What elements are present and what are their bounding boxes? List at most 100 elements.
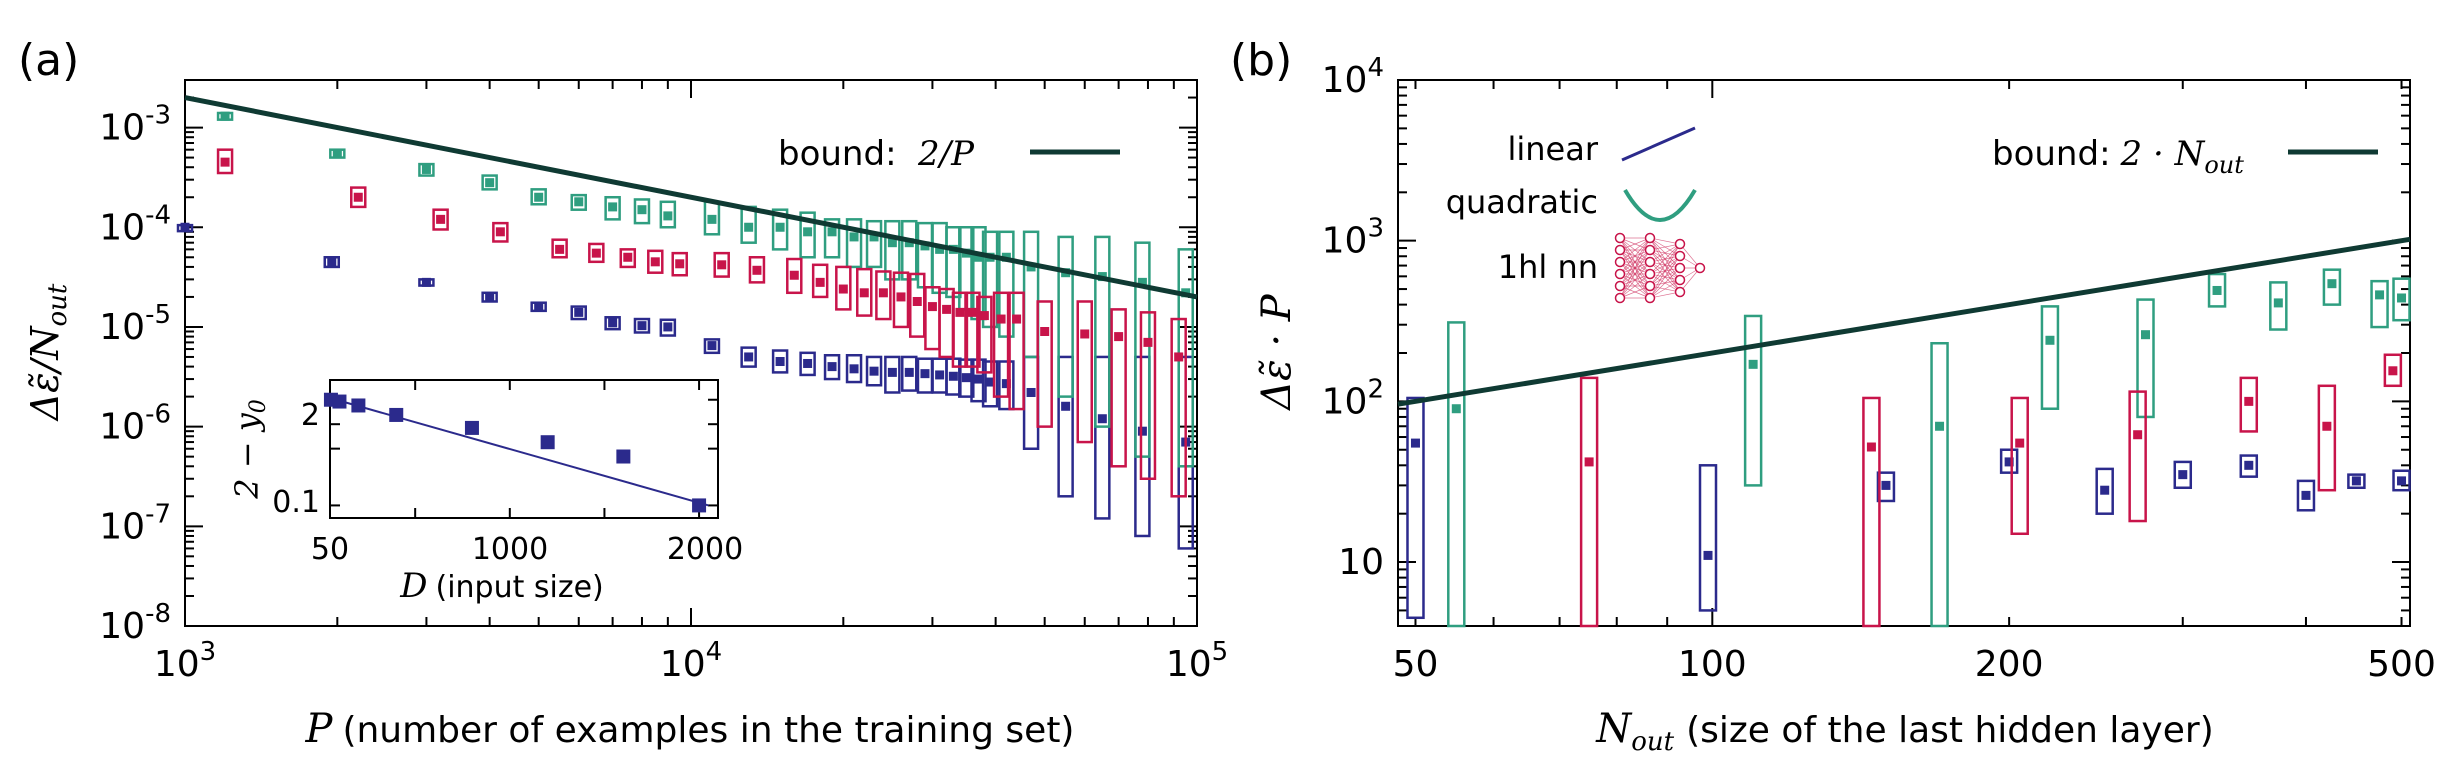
nn-point xyxy=(220,157,230,167)
panel-a: (a) 103 104 105 10-3 10-4 10-5 10-6 10-7 10-8 bo… xyxy=(18,35,1228,752)
linear-point xyxy=(1703,550,1713,560)
svg-text:Δε̃/Nout: Δε̃/Nout xyxy=(23,283,73,422)
nn-point xyxy=(1143,337,1153,347)
nn-point xyxy=(967,307,977,317)
linear-errorbox xyxy=(2239,454,2259,478)
quadratic-errorbox xyxy=(1930,341,1949,628)
quadratic-point xyxy=(1451,404,1461,414)
nn-edge xyxy=(1619,261,1651,299)
nn-errorbox xyxy=(1008,291,1025,411)
nn-point xyxy=(979,311,989,321)
quadratic-errorbox xyxy=(1743,314,1763,487)
nn-edge xyxy=(1649,255,1681,299)
inset-point xyxy=(540,435,555,450)
quadratic-point xyxy=(534,192,544,202)
linear-point xyxy=(2351,476,2361,486)
y-tick-label: 103 xyxy=(1322,214,1384,262)
inset-xtick-0: 50 xyxy=(311,532,349,567)
legend-nn-label: 1hl nn xyxy=(1498,248,1598,286)
quadratic-errorbox xyxy=(2370,279,2389,329)
linear-errorbox xyxy=(2095,467,2114,515)
panel-a-xlabel: P (number of examples in the training set… xyxy=(305,706,1075,752)
legend-linear-line xyxy=(1621,126,1696,162)
nn-errorbox xyxy=(786,257,803,295)
panel-a-bound-label: bound: xyxy=(778,134,897,174)
nn-point xyxy=(789,270,799,280)
quadratic-point xyxy=(2273,298,2283,308)
linear-errorbox xyxy=(884,355,901,394)
quadratic-point xyxy=(974,252,984,262)
quadratic-point xyxy=(2375,290,2385,300)
panel-b-bound-formula: 2 · N xyxy=(2120,134,2206,174)
quadratic-errorbox xyxy=(604,195,621,221)
linear-errorbox xyxy=(845,353,863,384)
panel-b-tag: (b) xyxy=(1230,35,1292,86)
nn-point xyxy=(1114,332,1124,342)
nn-point xyxy=(955,307,965,317)
inset-ytick-1: 0.1 xyxy=(272,485,320,520)
panel-b-bound-label: bound: xyxy=(1992,134,2111,174)
nn-edge xyxy=(1649,279,1681,299)
nn-edge xyxy=(1649,243,1681,275)
linear-errorbox xyxy=(901,355,918,392)
quadratic-point xyxy=(2397,293,2407,303)
linear-point xyxy=(2301,490,2311,500)
quadratic-point xyxy=(608,202,618,212)
linear-point xyxy=(827,362,837,372)
inset-ylabel-sub: 0 xyxy=(246,399,271,413)
panel-a-ylabel-sub: out xyxy=(43,283,73,326)
nn-edge xyxy=(1619,273,1651,299)
nn-errorbox xyxy=(350,186,367,209)
nn-errorbox xyxy=(492,221,509,243)
nn-point xyxy=(2015,438,2025,448)
nn-errorbox xyxy=(551,238,568,259)
quadratic-point xyxy=(663,211,673,221)
quadratic-point xyxy=(744,222,754,232)
nn-node xyxy=(1644,244,1656,256)
quadratic-point xyxy=(803,227,813,237)
svg-text:bound:2 · Nout: bound: 2 · Nout xyxy=(1992,134,2244,179)
nn-node xyxy=(1644,268,1656,280)
quadratic-point xyxy=(887,238,897,248)
quadratic-errorbox xyxy=(1094,235,1111,428)
linear-point xyxy=(869,366,879,376)
nn-point xyxy=(717,260,727,270)
y-tick-label: 102 xyxy=(1322,374,1384,422)
panel-a-bound-line xyxy=(184,95,1198,300)
quadratic-errorbox xyxy=(845,218,863,269)
nn-point xyxy=(591,248,601,258)
quadratic-errorbox xyxy=(530,188,547,206)
panel-b-ylabel: Δε̃ · P xyxy=(1254,293,1300,411)
panel-a-tag: (a) xyxy=(18,35,79,86)
nn-node xyxy=(1614,256,1626,268)
nn-point xyxy=(912,296,922,306)
nn-errorbox xyxy=(924,286,941,351)
quadratic-point xyxy=(2212,285,2222,295)
nn-point xyxy=(942,304,952,314)
legend-linear-label: linear xyxy=(1507,130,1598,168)
nn-point xyxy=(1584,457,1594,467)
nn-edge xyxy=(1619,237,1651,263)
linear-point xyxy=(803,358,813,368)
nn-node xyxy=(1614,292,1626,304)
x-tick-label: 104 xyxy=(660,637,722,685)
nn-point xyxy=(2244,396,2254,406)
nn-errorbox xyxy=(2010,396,2029,536)
nn-errorbox xyxy=(2383,353,2403,388)
nn-point xyxy=(555,244,565,254)
y-tick-label: 10-8 xyxy=(99,599,171,647)
linear-errorbox xyxy=(799,351,816,377)
nn-point xyxy=(859,288,869,298)
nn-edge xyxy=(1649,267,1681,299)
linear-errorbox xyxy=(323,256,341,269)
quadratic-errorbox xyxy=(2392,277,2411,322)
linear-errorbox xyxy=(659,318,677,337)
quadratic-errorbox xyxy=(799,211,816,259)
quadratic-errorbox xyxy=(2040,305,2060,410)
quadratic-errorbox xyxy=(931,221,948,295)
linear-point xyxy=(663,322,673,332)
nn-errorbox xyxy=(2317,384,2337,492)
linear-errorbox xyxy=(771,349,789,374)
nn-point xyxy=(353,192,363,202)
nn-point xyxy=(896,292,906,302)
